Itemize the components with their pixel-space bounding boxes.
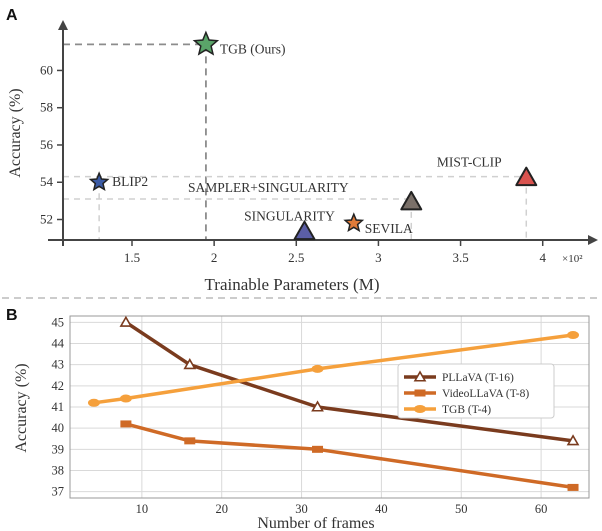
b-series-videollava-t-8-marker: [184, 437, 196, 445]
a-point-singularity: [293, 220, 316, 241]
b-series-pllava-t-16-marker: [566, 434, 580, 446]
b-y-tick-label: 38: [52, 463, 65, 477]
b-series-videollava-t-8-marker: [120, 420, 132, 428]
b-x-tick-label: 10: [136, 502, 149, 516]
a-ticks: 1.5 2 2.5 3 3.5 4 52 54 56 58 60: [40, 62, 546, 265]
a-y-tick-label: 54: [40, 174, 54, 189]
b-x-tick-label: 30: [295, 502, 308, 516]
b-ticks: 10 20 30 40 50 60 37 38 39 40 41 42 43 44 45: [52, 315, 548, 516]
b-y-tick-label: 40: [52, 421, 65, 435]
b-series-videollava-t-8-line: [125, 422, 574, 490]
b-series-pllava-t-16-line: [124, 320, 574, 443]
b-x-axis-label: Number of frames: [257, 515, 374, 531]
b-series-tgb-t-4-marker: [119, 394, 132, 403]
b-series: [87, 315, 580, 491]
a-point-label-tgb-ours: TGB (Ours): [220, 41, 286, 56]
panel-label-a: A: [6, 7, 18, 24]
a-x-tick-label: 1.5: [124, 250, 140, 265]
b-y-tick-label: 44: [52, 337, 65, 351]
a-x-tick-label: 2.5: [288, 250, 304, 265]
b-series-pllava-t-16-marker: [119, 315, 133, 327]
b-legend-label-1: VideoLLaVA (T-8): [442, 388, 529, 400]
b-series-tgb-t-4-line: [93, 333, 574, 405]
b-y-tick-label: 37: [52, 485, 65, 499]
b-series-videollava-t-8-marker: [567, 483, 579, 491]
b-legend-box: [397, 363, 555, 419]
b-y-tick-label: 41: [52, 400, 65, 414]
b-plot-frame: [69, 315, 590, 499]
a-axes: [48, 20, 598, 246]
a-point-mist-clip: [515, 166, 538, 187]
a-point-label-sampler-singularity: SAMPLER+SINGULARITY: [188, 180, 349, 195]
b-series-pllava-t-16-marker: [183, 358, 197, 370]
a-y-tick-label: 58: [40, 100, 53, 115]
a-y-tick-label: 52: [40, 212, 53, 227]
a-x-tick-label: 3: [375, 250, 382, 265]
a-points: TGB (Ours) BLIP2 SEVILA SINGULARITY SAMPLER+…: [88, 30, 538, 241]
b-y-tick-label: 43: [52, 358, 65, 372]
a-point-sampler-singularity: [400, 190, 423, 211]
b-series-tgb-t-4-marker: [87, 398, 100, 407]
b-series-videollava-t-8-marker: [312, 445, 324, 453]
a-x-axis-label: Trainable Parameters (M): [205, 275, 380, 294]
b-x-tick-label: 60: [535, 502, 548, 516]
panel-label-b: B: [6, 307, 18, 324]
b-x-tick-label: 50: [455, 502, 468, 516]
a-point-label-sevila: SEVILA: [365, 221, 413, 236]
a-y-axis-label: Accuracy (%): [7, 88, 24, 177]
a-point-blip2: [88, 171, 110, 192]
b-y-axis-label: Accuracy (%): [13, 363, 30, 452]
a-point-label-blip2: BLIP2: [112, 174, 148, 189]
b-legend-marker-0: [413, 370, 427, 382]
panel-b-line: 10 20 30 40 50 60 37 38 39 40 41 42 43 44 45 PLLaVA (T…: [13, 315, 590, 531]
a-x-tick-label: 3.5: [452, 250, 468, 265]
a-point-tgb-ours: [192, 30, 220, 56]
b-legend-label-2: TGB (T-4): [442, 404, 491, 416]
a-guide-lines: [63, 43, 528, 240]
b-y-tick-label: 45: [52, 315, 65, 329]
b-legend: PLLaVA (T-16) VideoLLaVA (T-8) TGB (T-4): [397, 363, 555, 419]
b-series-tgb-t-4-marker: [567, 331, 580, 340]
b-series-pllava-t-16-marker: [311, 400, 324, 412]
panel-a-scatter: 1.5 2 2.5 3 3.5 4 52 54 56 58 60 TGB (Ours) BLIP2 SE…: [7, 20, 598, 294]
a-x-tick-label: 4: [539, 250, 546, 265]
a-x-multiplier: ×10²: [562, 253, 583, 265]
b-series-tgb-t-4-marker: [311, 364, 324, 373]
a-point-label-mist-clip: MIST-CLIP: [437, 155, 502, 170]
a-x-tick-label: 2: [211, 250, 218, 265]
b-x-tick-label: 40: [375, 502, 388, 516]
b-x-tick-label: 20: [215, 502, 228, 516]
a-y-tick-label: 60: [40, 62, 53, 77]
a-x-axis-arrow: [588, 235, 598, 245]
b-legend-marker-1: [414, 389, 426, 397]
b-y-tick-label: 42: [52, 379, 65, 393]
a-point-label-singularity: SINGULARITY: [244, 209, 335, 224]
b-y-tick-label: 39: [52, 442, 65, 456]
b-legend-label-0: PLLaVA (T-16): [442, 372, 514, 384]
a-point-sevila: [343, 212, 365, 233]
a-y-tick-label: 56: [40, 137, 54, 152]
b-legend-marker-2: [414, 405, 426, 413]
a-y-axis-arrow: [58, 20, 68, 30]
